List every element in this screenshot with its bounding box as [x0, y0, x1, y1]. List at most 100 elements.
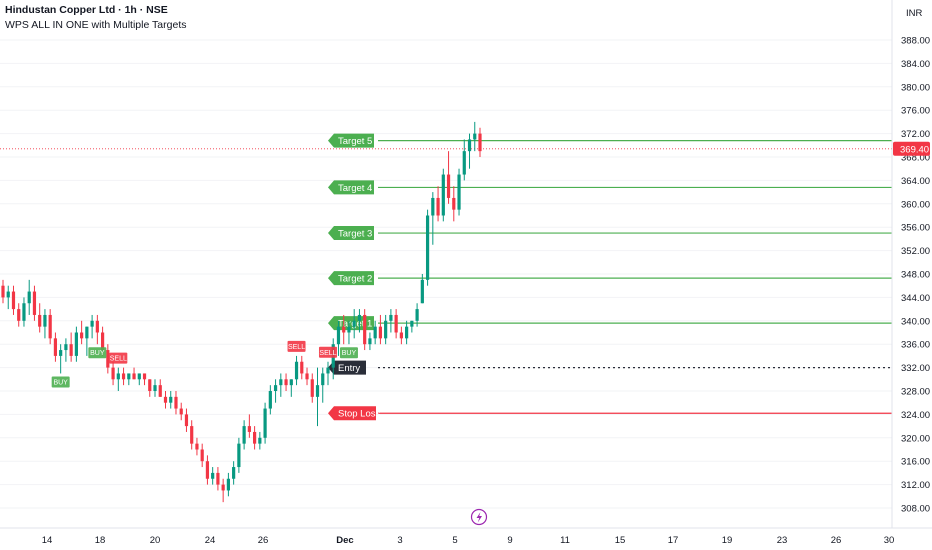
candle	[310, 373, 314, 403]
x-tick-label: 30	[884, 535, 895, 546]
y-tick-label: 388.00	[901, 36, 930, 47]
signal-label: BUY	[53, 379, 68, 386]
x-tick-label: 14	[42, 535, 53, 546]
level-tag-target[interactable]: Target 2	[328, 271, 374, 286]
candle	[273, 379, 278, 403]
currency-label[interactable]: INR	[906, 8, 923, 19]
candle	[121, 367, 126, 386]
candle	[394, 309, 398, 339]
y-tick-label: 344.00	[901, 293, 930, 304]
level-tag-target[interactable]: Target 3	[328, 226, 374, 241]
candle	[48, 309, 52, 345]
y-tick-label: 352.00	[901, 246, 930, 257]
level-label: Entry	[338, 363, 360, 374]
candle	[11, 285, 16, 315]
level-label: Target 2	[338, 274, 372, 285]
candle	[457, 168, 461, 216]
candle	[85, 326, 89, 356]
symbol-title[interactable]: Hindustan Copper Ltd · 1h · NSE	[5, 4, 168, 16]
candle	[27, 279, 31, 315]
y-tick-label: 368.00	[901, 153, 930, 164]
candle	[420, 274, 424, 304]
candle	[158, 379, 162, 397]
candle	[163, 391, 168, 409]
indicator-name[interactable]: WPS ALL IN ONE with Multiple Targets	[5, 19, 187, 31]
y-tick-label: 336.00	[901, 340, 930, 351]
level-tag-stop[interactable]: Stop Loss	[328, 406, 380, 421]
candle	[1, 279, 5, 304]
x-tick-label: 23	[777, 535, 788, 546]
time-axis[interactable]: 14 18 20 24 26 Dec 3 5 9 11 15 17 19 23 26 30	[0, 527, 932, 546]
candle	[242, 420, 246, 450]
signal-buy[interactable]: BUY	[88, 347, 107, 359]
signal-sell[interactable]: SELL	[318, 346, 337, 358]
candle	[90, 314, 94, 339]
candles	[1, 121, 482, 503]
y-tick-label: 312.00	[901, 480, 930, 491]
y-tick-label: 360.00	[901, 199, 930, 210]
y-tick-label: 380.00	[901, 82, 930, 93]
signal-label: SELL	[110, 356, 127, 363]
candle	[137, 373, 141, 386]
price-axis[interactable]: INR 308.00 312.00 316.00 320.00 324.00 328.00…	[891, 0, 930, 528]
signal-label: SELL	[319, 350, 336, 357]
candle	[132, 367, 136, 380]
y-tick-label: 384.00	[901, 59, 930, 70]
y-tick-label: 376.00	[901, 106, 930, 117]
level-label: Target 3	[338, 229, 372, 240]
signals: BUY BUY SELL SELL SELL BUY	[51, 340, 358, 388]
x-tick-label: 18	[95, 535, 106, 546]
x-tick-label: 9	[507, 535, 512, 546]
candle	[184, 408, 189, 432]
candle	[315, 367, 320, 427]
candle	[436, 186, 440, 222]
level-tag-target[interactable]: Target 4	[328, 180, 374, 195]
candle	[17, 303, 21, 327]
candle	[195, 437, 199, 456]
level-tag-target[interactable]: Target 1	[328, 316, 374, 331]
signal-buy[interactable]: BUY	[339, 347, 358, 359]
candle	[347, 320, 351, 345]
y-tick-label: 316.00	[901, 457, 930, 468]
x-tick-label: 17	[668, 535, 679, 546]
candle	[232, 461, 236, 485]
x-tick-label: 20	[150, 535, 161, 546]
candle	[148, 379, 152, 397]
level-tag-target[interactable]: Target 5	[328, 133, 374, 148]
chart-legend: Hindustan Copper Ltd · 1h · NSE WPS ALL …	[5, 3, 186, 33]
last-price-label: 369.40	[900, 144, 929, 155]
candle	[169, 391, 173, 409]
candle	[43, 309, 47, 339]
candle	[326, 361, 330, 386]
candle	[373, 320, 377, 345]
candle	[415, 303, 419, 327]
candle	[38, 303, 42, 333]
signal-sell[interactable]: SELL	[109, 352, 128, 364]
level-tag-entry[interactable]: Entry	[328, 360, 366, 375]
signal-buy[interactable]: BUY	[51, 376, 70, 388]
candle	[32, 285, 37, 321]
y-tick-label: 372.00	[901, 129, 930, 140]
candle	[127, 373, 131, 386]
y-tick-label: 308.00	[901, 504, 930, 515]
candle	[425, 209, 430, 286]
signal-sell[interactable]: SELL	[287, 340, 306, 352]
x-tick-label: 26	[831, 535, 842, 546]
x-tick-label: 19	[722, 535, 733, 546]
candle	[237, 437, 241, 473]
x-tick-label: 15	[615, 535, 626, 546]
candle	[211, 467, 215, 485]
candle	[200, 443, 204, 468]
candle	[174, 391, 178, 415]
grid	[0, 39, 892, 509]
x-tick-label: 3	[397, 535, 402, 546]
x-tick-label: 26	[258, 535, 269, 546]
candle	[378, 314, 383, 345]
candle	[336, 320, 341, 356]
candle	[410, 320, 414, 333]
candle	[462, 139, 466, 181]
candle	[446, 151, 451, 204]
level-label: Target 5	[338, 136, 372, 147]
lightning-icon[interactable]	[470, 508, 488, 526]
